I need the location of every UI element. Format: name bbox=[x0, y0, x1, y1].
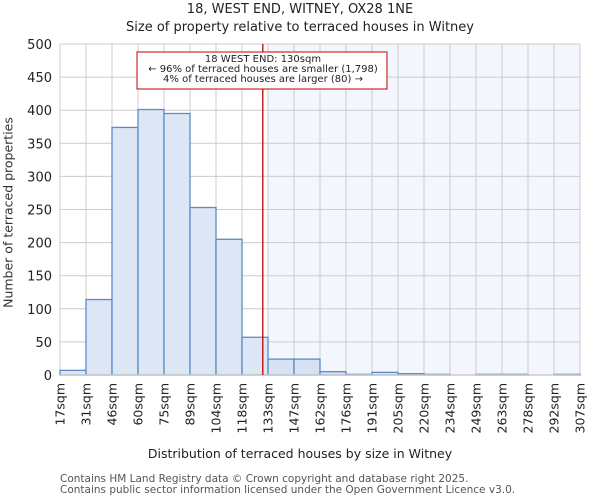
y-tick-label: 50 bbox=[35, 336, 52, 351]
histogram-bar bbox=[189, 206, 217, 376]
y-tick-label: 200 bbox=[27, 237, 52, 252]
x-tick-label: 147sqm bbox=[287, 383, 302, 433]
annotation-text-line: 18 WEST END: 130sqm bbox=[205, 54, 321, 65]
x-tick-label: 249sqm bbox=[469, 383, 484, 433]
annotation-text-line: ← 96% of terraced houses are smaller (1,… bbox=[148, 64, 378, 75]
y-tick-label: 250 bbox=[27, 204, 52, 219]
chart-subtitle: Size of property relative to terraced ho… bbox=[126, 20, 474, 35]
y-tick-label: 500 bbox=[27, 38, 52, 53]
y-tick-label: 350 bbox=[27, 137, 52, 152]
y-tick-label: 150 bbox=[27, 270, 52, 285]
x-tick-label: 104sqm bbox=[209, 383, 224, 433]
x-tick-label: 133sqm bbox=[261, 383, 276, 433]
annotation-text-line: 4% of terraced houses are larger (80) → bbox=[163, 74, 363, 85]
histogram-bar bbox=[293, 358, 321, 376]
x-tick-label: 75sqm bbox=[157, 383, 172, 426]
y-tick-label: 100 bbox=[27, 303, 52, 318]
x-tick-label: 234sqm bbox=[443, 383, 458, 433]
x-tick-label: 205sqm bbox=[391, 383, 406, 433]
y-axis-title: Number of terraced properties bbox=[0, 117, 16, 308]
histogram-bar bbox=[241, 336, 269, 376]
annotation-box bbox=[136, 51, 388, 90]
attribution-line-1: Contains HM Land Registry data © Crown c… bbox=[60, 473, 469, 485]
y-tick-label: 400 bbox=[27, 104, 52, 119]
histogram-bar bbox=[215, 238, 243, 376]
histogram-bar bbox=[267, 358, 295, 376]
x-tick-label: 89sqm bbox=[183, 383, 198, 426]
x-tick-label: 46sqm bbox=[105, 383, 120, 426]
x-tick-label: 162sqm bbox=[313, 383, 328, 433]
x-tick-label: 118sqm bbox=[235, 383, 250, 433]
x-tick-label: 292sqm bbox=[547, 383, 562, 433]
x-tick-label: 60sqm bbox=[131, 383, 146, 426]
x-axis-title: Distribution of terraced houses by size … bbox=[147, 446, 453, 461]
x-tick-label: 17sqm bbox=[53, 383, 68, 426]
attribution: Contains HM Land Registry data © Crown c… bbox=[60, 474, 515, 496]
histogram-bar bbox=[163, 112, 191, 376]
y-tick-label: 0 bbox=[44, 369, 52, 384]
histogram-bar bbox=[111, 126, 139, 376]
attribution-line-2: Contains public sector information licen… bbox=[60, 484, 516, 496]
x-tick-label: 31sqm bbox=[79, 383, 94, 426]
x-tick-label: 220sqm bbox=[417, 383, 432, 433]
x-tick-label: 263sqm bbox=[495, 383, 510, 433]
histogram-bar bbox=[137, 108, 165, 376]
y-tick-label: 450 bbox=[27, 71, 52, 86]
x-tick-label: 176sqm bbox=[339, 383, 354, 433]
histogram-bar bbox=[85, 298, 113, 376]
x-tick-label: 278sqm bbox=[521, 383, 536, 433]
y-tick-label: 300 bbox=[27, 170, 52, 185]
chart-title: 18, WEST END, WITNEY, OX28 1NE bbox=[186, 2, 414, 17]
x-tick-label: 307sqm bbox=[573, 383, 588, 433]
x-tick-label: 191sqm bbox=[365, 383, 380, 433]
